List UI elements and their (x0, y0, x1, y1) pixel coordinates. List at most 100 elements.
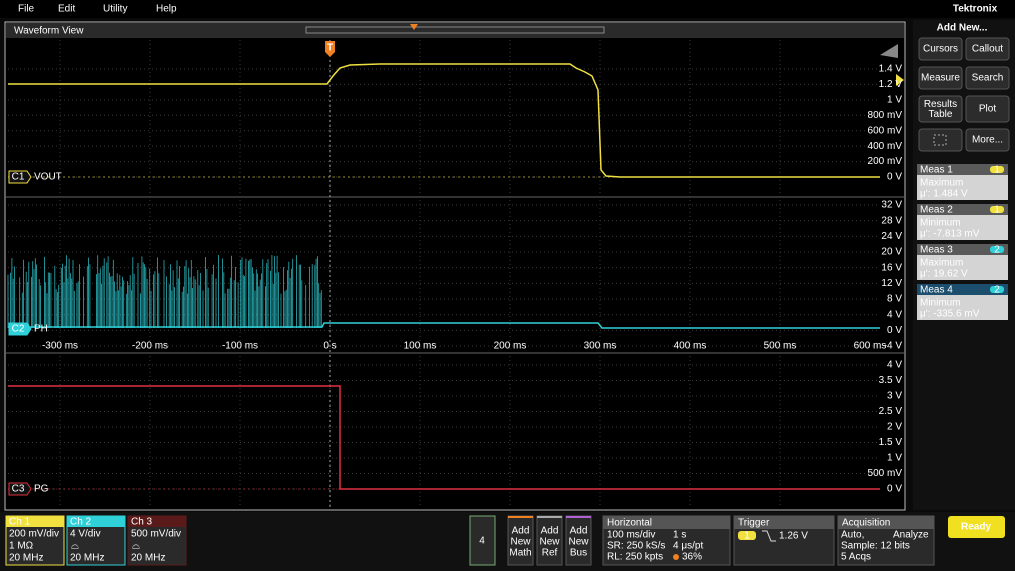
add-new-label: Add (512, 526, 530, 537)
scale-label: 0 V (887, 325, 902, 336)
acquisition-value: 5 Acqs (841, 552, 871, 563)
add-new-label: Bus (570, 548, 587, 559)
status-panel-header (838, 516, 934, 529)
side-button[interactable] (918, 66, 963, 90)
meas-type: Minimum (920, 218, 961, 229)
status-panel-title: Horizontal (607, 518, 652, 529)
scale-label: 200 mV (868, 156, 903, 167)
ready-button[interactable] (948, 516, 1005, 538)
channel-name: Ch 1 (9, 517, 31, 528)
meas-value: μ': 19.62 V (920, 269, 968, 280)
acquisition-value: Analyze (893, 530, 929, 541)
side-button[interactable] (918, 95, 963, 123)
side-button[interactable] (918, 128, 963, 152)
horizontal-value: 4 μs/pt (673, 541, 703, 552)
meas-type: Maximum (920, 178, 963, 189)
side-button-label: Results Table (924, 99, 957, 120)
channel-label: VOUT (34, 172, 62, 183)
channel-setting: 500 mV/div (131, 529, 181, 540)
horizontal-value: 1 s (673, 530, 686, 541)
channel-badge-label: C1 (12, 172, 25, 183)
add-channel-box[interactable] (469, 515, 496, 566)
channel-name: Ch 2 (70, 517, 92, 528)
add-new-label: Add (541, 526, 559, 537)
channel-badge-label: C3 (12, 484, 25, 495)
menu-bar (0, 0, 1015, 18)
waveform-frame (4, 21, 906, 511)
acquisition-value: Sample: 12 bits (841, 541, 910, 552)
add-new-label: New (510, 537, 531, 548)
scale-label: 32 V (881, 200, 902, 211)
overview-trigger (410, 24, 418, 30)
menu-item: Help (156, 4, 177, 15)
meas-header (917, 284, 1008, 295)
scale-label: 1.4 V (879, 64, 903, 75)
horizontal-value: RL: 250 kpts (607, 552, 663, 563)
scale-label: -4 V (884, 341, 903, 352)
waveform-title: Waveform View (14, 26, 84, 37)
scale-label: 3.5 V (879, 375, 903, 386)
side-button-label: Measure (921, 73, 960, 84)
add-channel-count: 4 (479, 536, 485, 547)
side-panel-title: Add New... (937, 23, 988, 34)
vout-waveform (8, 63, 880, 178)
channel-badge (8, 322, 32, 336)
status-panel-title: Acquisition (842, 518, 890, 529)
waveform-title-bar (6, 23, 904, 38)
meas-type: Minimum (920, 298, 961, 309)
meas-badge-label: 2 (994, 285, 1000, 296)
side-button-label: Plot (979, 104, 996, 115)
meas-name: Meas 2 (920, 205, 953, 216)
side-button[interactable] (965, 37, 1010, 61)
channel-header (128, 516, 186, 527)
side-button[interactable] (965, 128, 1010, 152)
scale-label: 1 V (887, 95, 902, 106)
scale-label: 2.5 V (879, 406, 903, 417)
scale-label: 8 V (887, 294, 902, 305)
scale-label: 28 V (881, 215, 902, 226)
add-new-button[interactable] (565, 515, 592, 566)
channel-setting: 20 MHz (70, 553, 104, 564)
menu-item: File (18, 4, 35, 15)
meas-header (917, 164, 1008, 175)
add-new-button[interactable] (536, 515, 563, 566)
side-button[interactable] (918, 37, 963, 61)
horizontal-value: 100 ms/div (607, 530, 655, 541)
channel-badge (8, 170, 32, 184)
trigger-marker-shape (325, 41, 335, 57)
horizontal-value: SR: 250 kS/s (607, 541, 665, 552)
add-new-accent (566, 516, 591, 518)
status-panel-title: Trigger (738, 518, 770, 529)
scale-label: 0 V (887, 172, 902, 183)
add-new-label: New (539, 537, 560, 548)
channel-badge-label: C2 (12, 324, 25, 335)
time-axis-label: -100 ms (222, 341, 258, 352)
meas-value: μ': -335.6 mV (920, 309, 980, 320)
meas-badge-label: 1 (994, 165, 1000, 176)
channel-label: PH (34, 324, 48, 335)
channel-setting: 20 MHz (131, 553, 165, 564)
side-button-label: Callout (972, 44, 1003, 55)
time-axis-label: 600 ms (854, 341, 887, 352)
side-button-label: More... (972, 135, 1003, 146)
time-axis-label: 200 ms (494, 341, 527, 352)
meas-badge-label: 1 (994, 205, 1000, 216)
time-axis-label: 0 s (323, 341, 336, 352)
record-percent: 36% (682, 552, 702, 563)
meas-value: μ': -7.813 mV (920, 229, 980, 240)
status-panel-header (734, 516, 834, 529)
time-axis-label: -200 ms (132, 341, 168, 352)
scale-label: 1.2 V (879, 79, 903, 90)
add-new-button[interactable] (507, 515, 534, 566)
add-new-label: Add (570, 526, 588, 537)
meas-badge (990, 246, 1004, 253)
scale-label: 16 V (881, 262, 902, 273)
channel-setting: 1 MΩ (9, 541, 34, 552)
side-button[interactable] (965, 95, 1010, 123)
scale-label: 4 V (887, 360, 902, 371)
side-button[interactable] (965, 66, 1010, 90)
trigger-level: 1.26 V (779, 531, 808, 542)
scale-label: 12 V (881, 278, 902, 289)
probe-icon: ⌓ (132, 541, 140, 552)
scale-label: 3 V (887, 391, 902, 402)
